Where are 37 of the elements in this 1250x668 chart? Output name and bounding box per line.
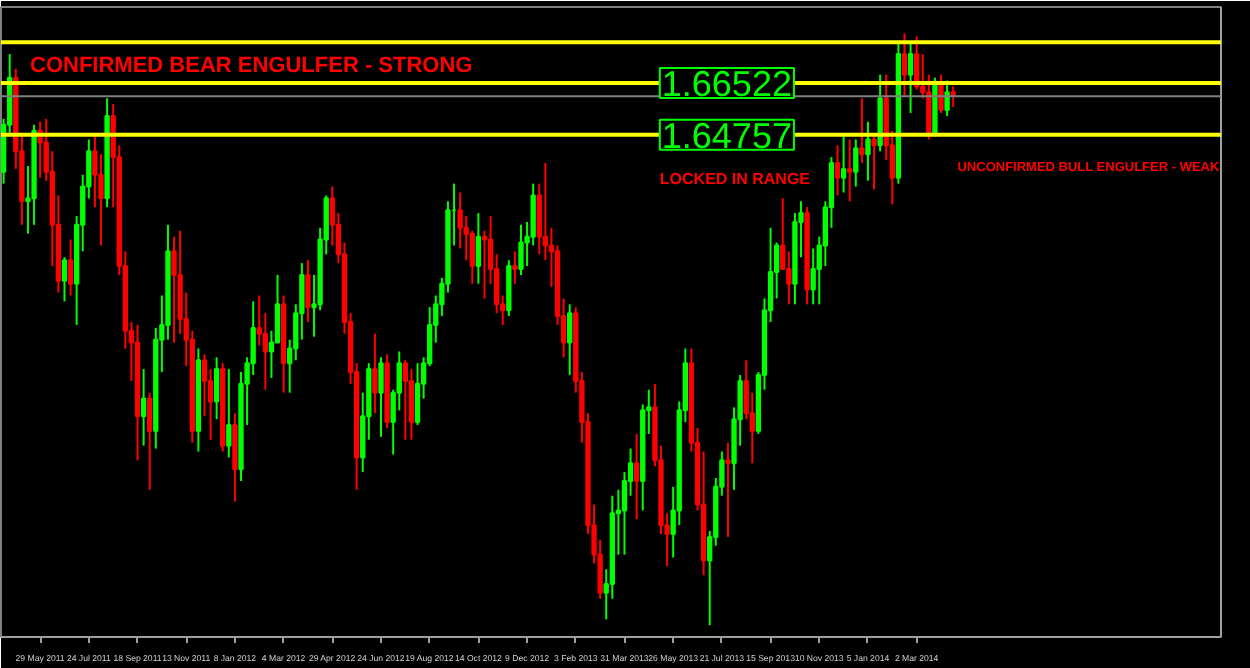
candlestick (226, 368, 232, 459)
ref-line-label: 1.64757 (661, 115, 792, 156)
candlestick (232, 412, 238, 503)
candlestick (518, 223, 524, 276)
annotation: LOCKED IN RANGE (659, 169, 812, 188)
candlestick (147, 391, 153, 491)
ref-line-label: 1.66522 (661, 63, 792, 104)
candlestick (67, 238, 74, 297)
candlestick (938, 73, 944, 114)
candlestick (567, 303, 573, 376)
candlestick (725, 441, 731, 538)
candlestick (213, 356, 220, 421)
candlestick (786, 250, 792, 306)
candlestick (140, 368, 147, 447)
candlestick (853, 138, 859, 188)
candlestick (847, 138, 853, 203)
candlestick (305, 259, 311, 323)
candlestick (877, 73, 883, 153)
candlestick (633, 432, 640, 521)
candlestick (61, 256, 68, 303)
candlestick (408, 368, 415, 441)
candlestick (512, 250, 518, 285)
candlestick (402, 359, 409, 441)
candlestick (506, 259, 512, 318)
candlestick (840, 132, 847, 194)
candlestick (865, 120, 871, 182)
candlestick (834, 144, 841, 197)
candlestick (901, 32, 908, 97)
candlestick (171, 235, 177, 344)
candlestick (414, 362, 421, 427)
annotation: CONFIRMED BEAR ENGULFER - STRONG (30, 54, 473, 79)
candlestick (475, 212, 482, 285)
candlestick (907, 41, 914, 114)
candlestick (871, 135, 877, 191)
candlestick (372, 332, 378, 415)
candlestick (859, 97, 865, 165)
candlestick (378, 356, 384, 438)
